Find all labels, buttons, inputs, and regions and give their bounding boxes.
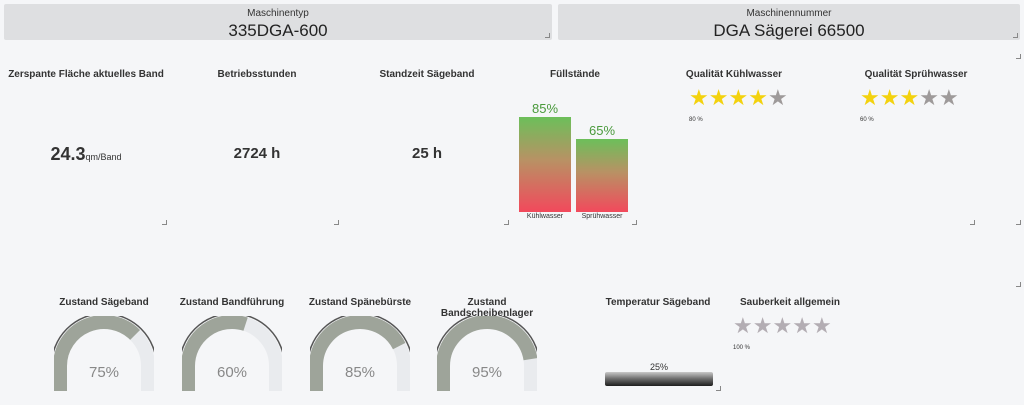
gauge-4: 95%: [433, 312, 541, 396]
sauberkeit-title: Sauberkeit allgemein: [739, 297, 841, 308]
star-icon[interactable]: ★: [879, 85, 900, 110]
star-icon[interactable]: ★: [899, 85, 920, 110]
resize-handle-icon[interactable]: [162, 220, 167, 225]
qualitaet-kuehlwasser-percent: 80 %: [689, 117, 703, 123]
resize-handle-icon[interactable]: [632, 220, 637, 225]
resize-handle-icon[interactable]: [545, 33, 550, 38]
gauge-title: Zustand Bandführung: [179, 297, 285, 308]
star-icon[interactable]: ★: [689, 85, 709, 110]
star-icon[interactable]: ★: [938, 85, 959, 110]
gauge-title: Zustand Bandscheibenlager: [440, 297, 534, 319]
bar-label-kuehlwasser: Kühlwasser: [526, 213, 564, 220]
gauge-value: 75%: [88, 364, 120, 381]
machine-number-panel: Maschinennummer DGA Sägerei 66500: [558, 4, 1020, 40]
star-icon[interactable]: ★: [708, 85, 729, 110]
standzeit-title: Standzeit Sägeband: [379, 69, 475, 80]
machine-type-value: 335DGA-600: [228, 21, 328, 40]
gauge-fill: [309, 315, 406, 396]
star-icon[interactable]: ★: [811, 313, 832, 338]
resize-handle-icon[interactable]: [1013, 33, 1018, 38]
betriebsstunden-value: 2724 h: [233, 145, 281, 162]
gauge-fill: [181, 315, 248, 396]
bar-label-spruehwasser: Sprühwasser: [581, 213, 623, 220]
resize-handle-icon[interactable]: [716, 386, 721, 391]
zerspante-value-wrap: 24.3qm/Band: [0, 144, 172, 165]
star-icon[interactable]: ★: [792, 313, 812, 338]
resize-handle-icon[interactable]: [1016, 282, 1021, 287]
bar-spruehwasser: [576, 139, 628, 212]
qualitaet-spruehwasser-percent: 60 %: [860, 117, 874, 123]
gauge-value: 85%: [344, 364, 376, 381]
sauberkeit-percent: 100 %: [733, 345, 751, 351]
resize-handle-icon[interactable]: [1016, 220, 1021, 225]
temperatur-title: Temperatur Sägeband: [605, 297, 711, 308]
zerspante-value: 24.3: [50, 144, 86, 164]
gauge-value: 60%: [216, 364, 248, 381]
standzeit-value: 25 h: [411, 145, 442, 162]
qualitaet-spruehwasser-title: Qualität Sprühwasser: [864, 69, 968, 80]
fuellstaende-chart: 85% 65%: [512, 100, 638, 212]
rating-kuehlwasser: ★ ★ ★ ★ ★: [689, 87, 788, 109]
zerspante-title: Zerspante Fläche aktuelles Band: [8, 69, 164, 80]
zerspante-unit: qm/Band: [85, 152, 122, 162]
gauge-2: 60%: [178, 312, 286, 396]
machine-number-value: DGA Sägerei 66500: [713, 21, 865, 40]
resize-handle-icon[interactable]: [1016, 54, 1021, 59]
star-icon[interactable]: ★: [772, 313, 793, 338]
gauge-title: Zustand Spänebürste: [308, 297, 412, 308]
machine-type-panel: Maschinentyp 335DGA-600: [4, 4, 552, 40]
betriebsstunden-title: Betriebsstunden: [217, 69, 297, 80]
fuellstaende-title: Füllstände: [549, 69, 600, 80]
rating-spruehwasser: ★ ★ ★ ★ ★: [860, 87, 959, 109]
star-icon[interactable]: ★: [733, 313, 753, 338]
temperatur-percent: 25%: [649, 362, 668, 372]
bar-percent-kuehlwasser: 85%: [531, 100, 559, 116]
temperatur-bar: [605, 372, 713, 386]
gauge-3: 85%: [306, 312, 414, 396]
bar-percent-spruehwasser: 65%: [588, 123, 616, 139]
star-icon[interactable]: ★: [752, 313, 773, 338]
star-icon[interactable]: ★: [767, 85, 788, 110]
gauge-fill: [53, 315, 141, 396]
resize-handle-icon[interactable]: [334, 220, 339, 225]
bar-kuehlwasser: [519, 116, 571, 212]
star-icon[interactable]: ★: [728, 85, 749, 110]
star-icon[interactable]: ★: [748, 85, 768, 110]
resize-handle-icon[interactable]: [970, 220, 975, 225]
gauge-1: 75%: [50, 312, 158, 396]
resize-handle-icon[interactable]: [504, 220, 509, 225]
gauge-value: 95%: [471, 364, 503, 381]
machine-number-label: Maschinennummer: [746, 8, 832, 19]
star-icon[interactable]: ★: [860, 85, 880, 110]
star-icon[interactable]: ★: [919, 85, 939, 110]
gauge-title: Zustand Sägeband: [59, 297, 149, 308]
gauge-fill: [436, 315, 538, 396]
rating-sauberkeit: ★ ★ ★ ★ ★: [733, 315, 832, 337]
machine-type-label: Maschinentyp: [247, 8, 309, 19]
qualitaet-kuehlwasser-title: Qualität Kühlwasser: [685, 69, 783, 80]
